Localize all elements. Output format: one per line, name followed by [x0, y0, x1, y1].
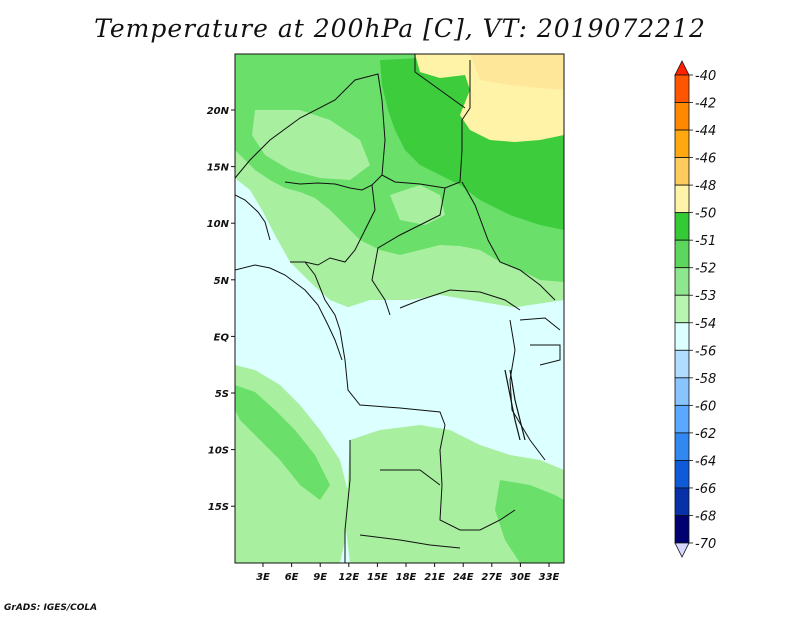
colorbar-label: -56 — [695, 344, 716, 359]
field-green-54-patch2 — [390, 185, 445, 225]
lat-label: 5N — [214, 276, 230, 287]
lat-label: 15N — [207, 163, 230, 174]
colorbar-bin — [674, 515, 690, 544]
colorbar-label: -51 — [695, 234, 716, 249]
field-green-53-se — [495, 480, 564, 563]
lon-label: 21E — [424, 572, 445, 583]
colorbar-label: -44 — [695, 124, 716, 139]
colorbar-label: -50 — [695, 207, 716, 222]
field-green-52-ne — [380, 58, 564, 230]
colorbar-label: -58 — [695, 372, 716, 387]
country-borders — [235, 54, 561, 563]
colorbar-label: -52 — [695, 262, 716, 277]
colorbar-label: -62 — [695, 427, 716, 442]
lon-label: 12E — [338, 572, 359, 583]
latitude-axis: 20N 15N 10N 5N EQ 5S 10S 15S — [207, 106, 235, 513]
colorbar-label: -46 — [695, 152, 716, 167]
colorbar-bin — [674, 404, 690, 434]
colorbar-label: -70 — [695, 537, 716, 552]
colorbar-label: -60 — [695, 399, 716, 414]
colorbar-bin — [674, 74, 690, 103]
colorbar-label: -68 — [695, 509, 716, 524]
colorbar-label: -42 — [695, 97, 716, 112]
map-title: Temperature at 200hPa [C], VT: 201907221… — [94, 14, 706, 43]
colorbar-bin — [674, 322, 690, 351]
lon-label: 33E — [539, 572, 560, 583]
lat-label: 10N — [207, 219, 230, 230]
colorbar-bin — [674, 212, 690, 241]
colorbar-bin — [674, 487, 690, 516]
colorbar-bin — [674, 294, 690, 324]
longitude-axis: 3E 6E 9E 12E 15E 18E 21E 24E 27E 30E 33E — [256, 563, 560, 583]
colorbar-label: -53 — [695, 289, 716, 304]
colorbar-bottom-arrow — [674, 542, 690, 558]
lat-label: 10S — [208, 446, 229, 457]
lon-label: 24E — [453, 572, 474, 583]
lat-label: 15S — [208, 502, 229, 513]
temperature-field — [235, 54, 564, 563]
colorbar-bin — [674, 377, 690, 406]
colorbar: -40 -42 -44 -46 -48 -50 -51 -52 -53 -54 -56 -58 -60 -… — [674, 60, 716, 558]
lon-label: 15E — [367, 572, 388, 583]
lon-label: 27E — [481, 572, 502, 583]
colorbar-bin — [674, 432, 690, 461]
lat-label: EQ — [214, 332, 230, 343]
lon-label: 30E — [510, 572, 531, 583]
colorbar-label: -64 — [695, 454, 716, 469]
lat-label: 20N — [207, 106, 230, 117]
colorbar-label: -66 — [695, 482, 716, 497]
field-yellow-ne-deep — [470, 54, 564, 90]
map-frame — [234, 53, 565, 564]
colorbar-bin — [674, 460, 690, 489]
colorbar-bin — [674, 102, 690, 131]
lat-label: 5S — [215, 389, 229, 400]
field-green-54-patch1 — [252, 110, 370, 180]
colorbar-label: -54 — [695, 317, 716, 332]
grads-credit: GrADS: IGES/COLA — [4, 603, 98, 613]
colorbar-bin — [674, 184, 690, 214]
colorbar-bin — [674, 129, 690, 158]
field-green-53-sw — [235, 385, 330, 500]
colorbar-bin — [674, 349, 690, 379]
colorbar-label: -40 — [695, 69, 716, 84]
lon-label: 18E — [396, 572, 417, 583]
colorbar-bin — [674, 157, 690, 186]
colorbar-label: -48 — [695, 179, 716, 194]
field-cyan-central — [340, 295, 564, 445]
colorbar-top-arrow — [674, 60, 690, 76]
colorbar-bin — [674, 267, 690, 296]
lon-label: 6E — [285, 572, 299, 583]
colorbar-bin — [674, 239, 690, 269]
lon-label: 3E — [256, 572, 270, 583]
lon-label: 9E — [313, 572, 327, 583]
